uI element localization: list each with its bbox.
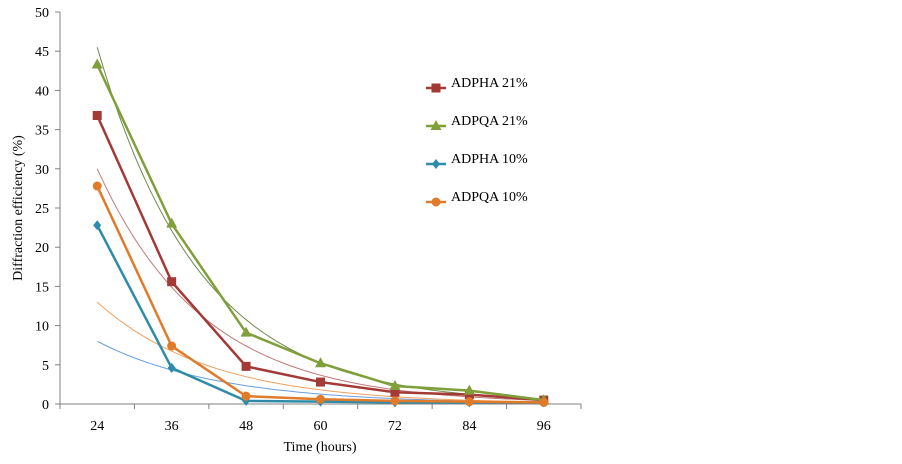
legend-item: ADPHA 21% [426,76,528,93]
data-point [390,396,400,406]
series-1 [91,58,550,405]
data-point [464,397,474,407]
data-point [389,379,401,390]
series-3 [92,181,549,407]
trendline-1 [96,47,544,400]
data-point [92,110,102,120]
x-tick-label: 96 [537,419,551,434]
data-point [167,341,177,351]
y-tick-label: 15 [35,280,49,295]
y-tick-label: 35 [35,124,49,139]
data-point [316,377,325,387]
data-point [240,326,252,337]
legend-label: ADPQA 10% [451,190,528,205]
data-point [315,357,326,368]
data-point [92,181,102,191]
legend-marker [431,83,441,93]
data-point [241,391,251,401]
x-axis-label: Time (hours) [284,440,357,455]
y-tick-label: 5 [42,359,49,374]
legend-marker [432,159,440,169]
y-tick-label: 25 [35,202,49,217]
y-tick-label: 30 [35,163,49,178]
x-tick-label: 36 [165,419,179,434]
y-tick-label: 50 [35,6,49,21]
legend-item: ADPQA 21% [426,114,528,130]
x-tick-label: 84 [462,419,476,434]
data-point [316,394,325,404]
series-line [96,224,544,404]
data-point [463,384,475,395]
x-tick-label: 60 [314,419,328,434]
y-tick-label: 20 [35,241,49,256]
y-tick-label: 45 [35,45,49,60]
legend-label: ADPHA 21% [451,76,528,91]
data-point [166,217,178,228]
x-tick-label: 48 [239,419,253,434]
trendline-2 [96,340,544,403]
legend-marker [431,197,441,207]
legend-marker [430,120,442,130]
legend-label: ADPQA 21% [451,114,528,129]
x-tick-label: 72 [388,419,402,434]
data-point [167,362,176,373]
y-tick-label: 0 [42,398,49,413]
data-point [93,220,102,231]
y-tick-label: 10 [35,320,49,335]
y-tick-label: 40 [35,84,49,99]
legend-label: ADPHA 10% [451,152,528,167]
x-tick-label: 24 [90,419,104,434]
legend-item: ADPHA 10% [426,152,528,169]
data-point [539,397,549,407]
data-point [390,387,400,397]
legend-item: ADPQA 10% [426,190,528,207]
data-point [91,58,103,69]
data-point [167,277,177,287]
data-point [241,361,251,371]
y-axis-label: Diffraction efficiency (%) [11,135,26,281]
